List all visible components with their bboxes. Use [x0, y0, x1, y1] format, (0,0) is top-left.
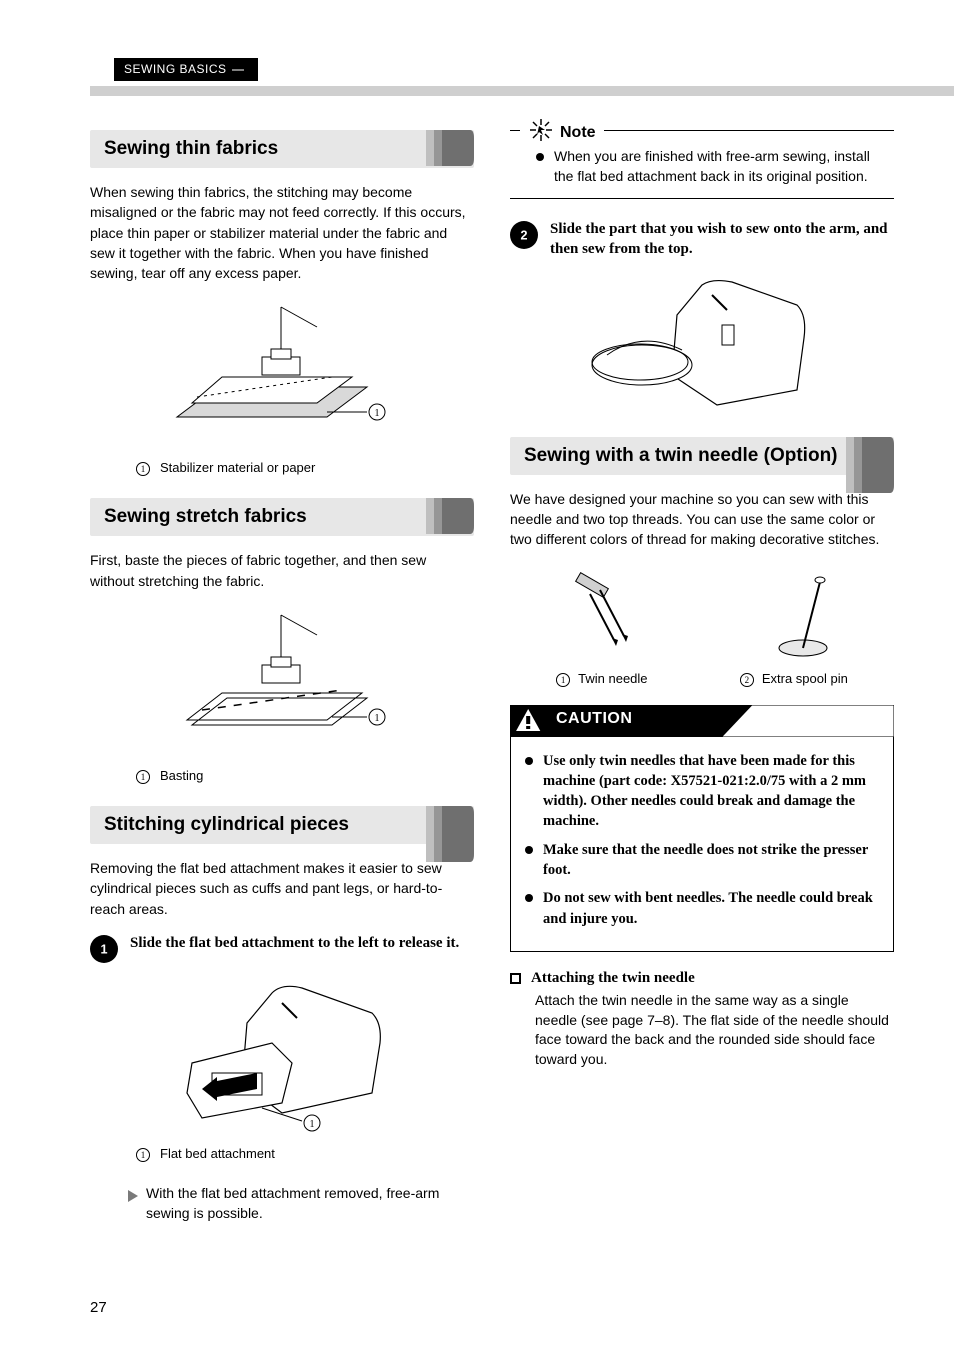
note-label: Note [560, 124, 596, 142]
svg-text:1: 1 [375, 408, 380, 419]
figure-twin-needle [556, 570, 646, 665]
section-body: First, baste the pieces of fabric togeth… [90, 550, 474, 591]
section-tabs-icon [846, 437, 894, 475]
note-icon [528, 117, 554, 148]
note-text: When you are finished with free-arm sewi… [554, 147, 888, 186]
note-header: Note [520, 117, 604, 148]
svg-text:1: 1 [100, 942, 107, 956]
svg-text:1: 1 [310, 1119, 315, 1130]
section-body: When sewing thin fabrics, the stitching … [90, 182, 474, 283]
callout-list: 1 Stabilizer material or paper [136, 460, 474, 476]
section-title: Sewing stretch fabrics [104, 506, 307, 527]
section-header-stretch: Sewing stretch fabrics [90, 498, 474, 536]
caution-box: Use only twin needles that have been mad… [510, 737, 894, 952]
callout-text: Flat bed attachment [160, 1146, 275, 1162]
square-bullet-icon [510, 973, 521, 984]
subsection-attaching: Attaching the twin needle Attach the twi… [510, 970, 894, 1069]
twin-captions: 1 Twin needle 2 Extra spool pin [510, 671, 894, 687]
step-text: Slide the flat bed attachment to the lef… [130, 933, 474, 963]
caution-item: Use only twin needles that have been mad… [543, 751, 879, 832]
callout-number: 2 [740, 673, 754, 687]
figure-spool-pin [758, 570, 848, 665]
callout-text: Stabilizer material or paper [160, 460, 315, 476]
subsection-title: Attaching the twin needle [531, 970, 695, 987]
callout-number: 1 [136, 770, 150, 784]
caution-item: Do not sew with bent needles. The needle… [543, 888, 879, 929]
svg-text:1: 1 [375, 713, 380, 724]
left-column: Sewing thin fabrics When sewing thin fab… [90, 130, 474, 1229]
breadcrumb: SEWING BASICS [114, 58, 258, 81]
callout-list: 1 Flat bed attachment [136, 1146, 474, 1162]
section-header-twin-needle: Sewing with a twin needle (Option) [510, 437, 894, 475]
step-badge-2: 2 [510, 221, 538, 249]
caption-text: Twin needle [578, 671, 647, 686]
caution-label: CAUTION [556, 710, 632, 728]
breadcrumb-dash [232, 63, 248, 77]
breadcrumb-text: SEWING BASICS [124, 62, 227, 76]
section-tabs-icon [426, 806, 474, 844]
section-title: Sewing thin fabrics [104, 138, 278, 159]
step-text: Slide the part that you wish to sew onto… [550, 219, 894, 260]
step-1: 1 Slide the flat bed attachment to the l… [90, 933, 474, 963]
sub-note-text: With the flat bed attachment removed, fr… [146, 1184, 474, 1223]
bullet-dot [525, 757, 533, 765]
step-badge-1: 1 [90, 935, 118, 963]
step-2: 2 Slide the part that you wish to sew on… [510, 219, 894, 260]
caption-text: Extra spool pin [762, 671, 848, 686]
section-title: Sewing with a twin needle (Option) [524, 445, 838, 466]
figure-basting: 1 [90, 605, 474, 760]
callout-number: 1 [136, 1148, 150, 1162]
section-header-cylindrical: Stitching cylindrical pieces [90, 806, 474, 844]
section-body: We have designed your machine so you can… [510, 489, 894, 550]
header-bar: SEWING BASICS [90, 58, 954, 82]
callout-text: Basting [160, 768, 203, 784]
sub-note: With the flat bed attachment removed, fr… [128, 1184, 474, 1223]
page-number: 27 [90, 1299, 107, 1316]
callout-number: 1 [556, 673, 570, 687]
subsection-body: Attach the twin needle in the same way a… [535, 991, 894, 1069]
bullet-dot [525, 894, 533, 902]
figure-flat-bed: 1 [90, 973, 474, 1138]
figure-stabilizer: 1 [90, 297, 474, 452]
header-stripe [90, 86, 954, 96]
section-header-thin-fabrics: Sewing thin fabrics [90, 130, 474, 168]
caution-banner: CAUTION [510, 705, 894, 737]
callout-number: 1 [136, 462, 150, 476]
note-box: Note When you are finished with free-arm… [510, 130, 894, 199]
callout-list: 1 Basting [136, 768, 474, 784]
section-title: Stitching cylindrical pieces [104, 814, 349, 835]
triangle-icon [128, 1188, 138, 1223]
section-tabs-icon [426, 498, 474, 536]
svg-text:2: 2 [520, 229, 527, 243]
section-tabs-icon [426, 130, 474, 168]
figure-free-arm [510, 270, 894, 425]
twin-figures [510, 570, 894, 665]
caution-item: Make sure that the needle does not strik… [543, 840, 879, 881]
section-body: Removing the flat bed attachment makes i… [90, 858, 474, 919]
bullet-dot [536, 153, 544, 161]
right-column: Note When you are finished with free-arm… [510, 130, 894, 1229]
bullet-dot [525, 846, 533, 854]
